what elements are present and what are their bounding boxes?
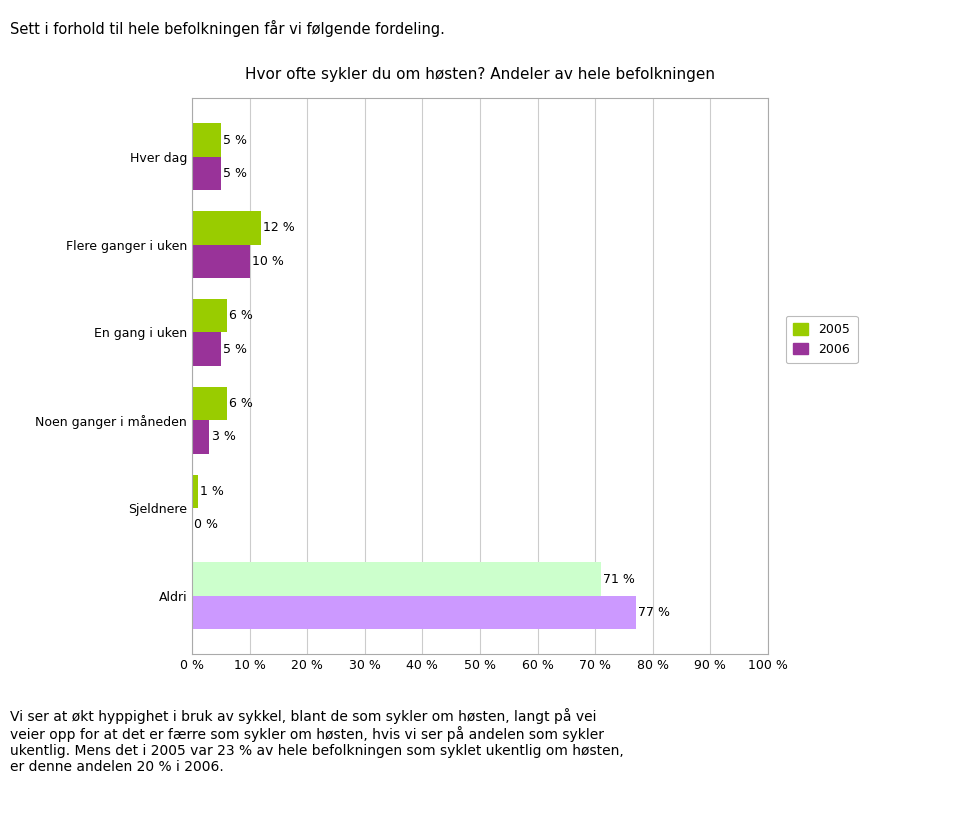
Bar [192, 124, 221, 157]
Text: 71 %: 71 % [603, 573, 636, 586]
Bar [192, 563, 601, 596]
Bar [192, 299, 227, 332]
Text: 0 %: 0 % [194, 518, 218, 531]
Bar [192, 474, 198, 508]
Text: 12 %: 12 % [263, 222, 295, 235]
Title: Hvor ofte sykler du om høsten? Andeler av hele befolkningen: Hvor ofte sykler du om høsten? Andeler a… [245, 67, 715, 82]
Text: 5 %: 5 % [223, 343, 247, 356]
Text: 5 %: 5 % [223, 133, 247, 146]
Bar [192, 420, 209, 453]
Text: 3 %: 3 % [211, 430, 235, 443]
Legend: 2005, 2006: 2005, 2006 [786, 316, 857, 363]
Text: 1 %: 1 % [200, 485, 224, 498]
Bar [192, 332, 221, 366]
Text: Sett i forhold til hele befolkningen får vi følgende fordeling.: Sett i forhold til hele befolkningen får… [10, 20, 444, 38]
Text: 5 %: 5 % [223, 167, 247, 180]
Bar [192, 387, 227, 420]
Text: 6 %: 6 % [228, 309, 252, 322]
Text: 6 %: 6 % [228, 397, 252, 410]
Text: 77 %: 77 % [637, 606, 670, 619]
Bar [192, 245, 250, 278]
Bar [192, 157, 221, 190]
Text: 10 %: 10 % [252, 254, 284, 267]
Bar [192, 596, 636, 629]
Text: Vi ser at økt hyppighet i bruk av sykkel, blant de som sykler om høsten, langt p: Vi ser at økt hyppighet i bruk av sykkel… [10, 708, 623, 775]
Bar [192, 211, 261, 245]
